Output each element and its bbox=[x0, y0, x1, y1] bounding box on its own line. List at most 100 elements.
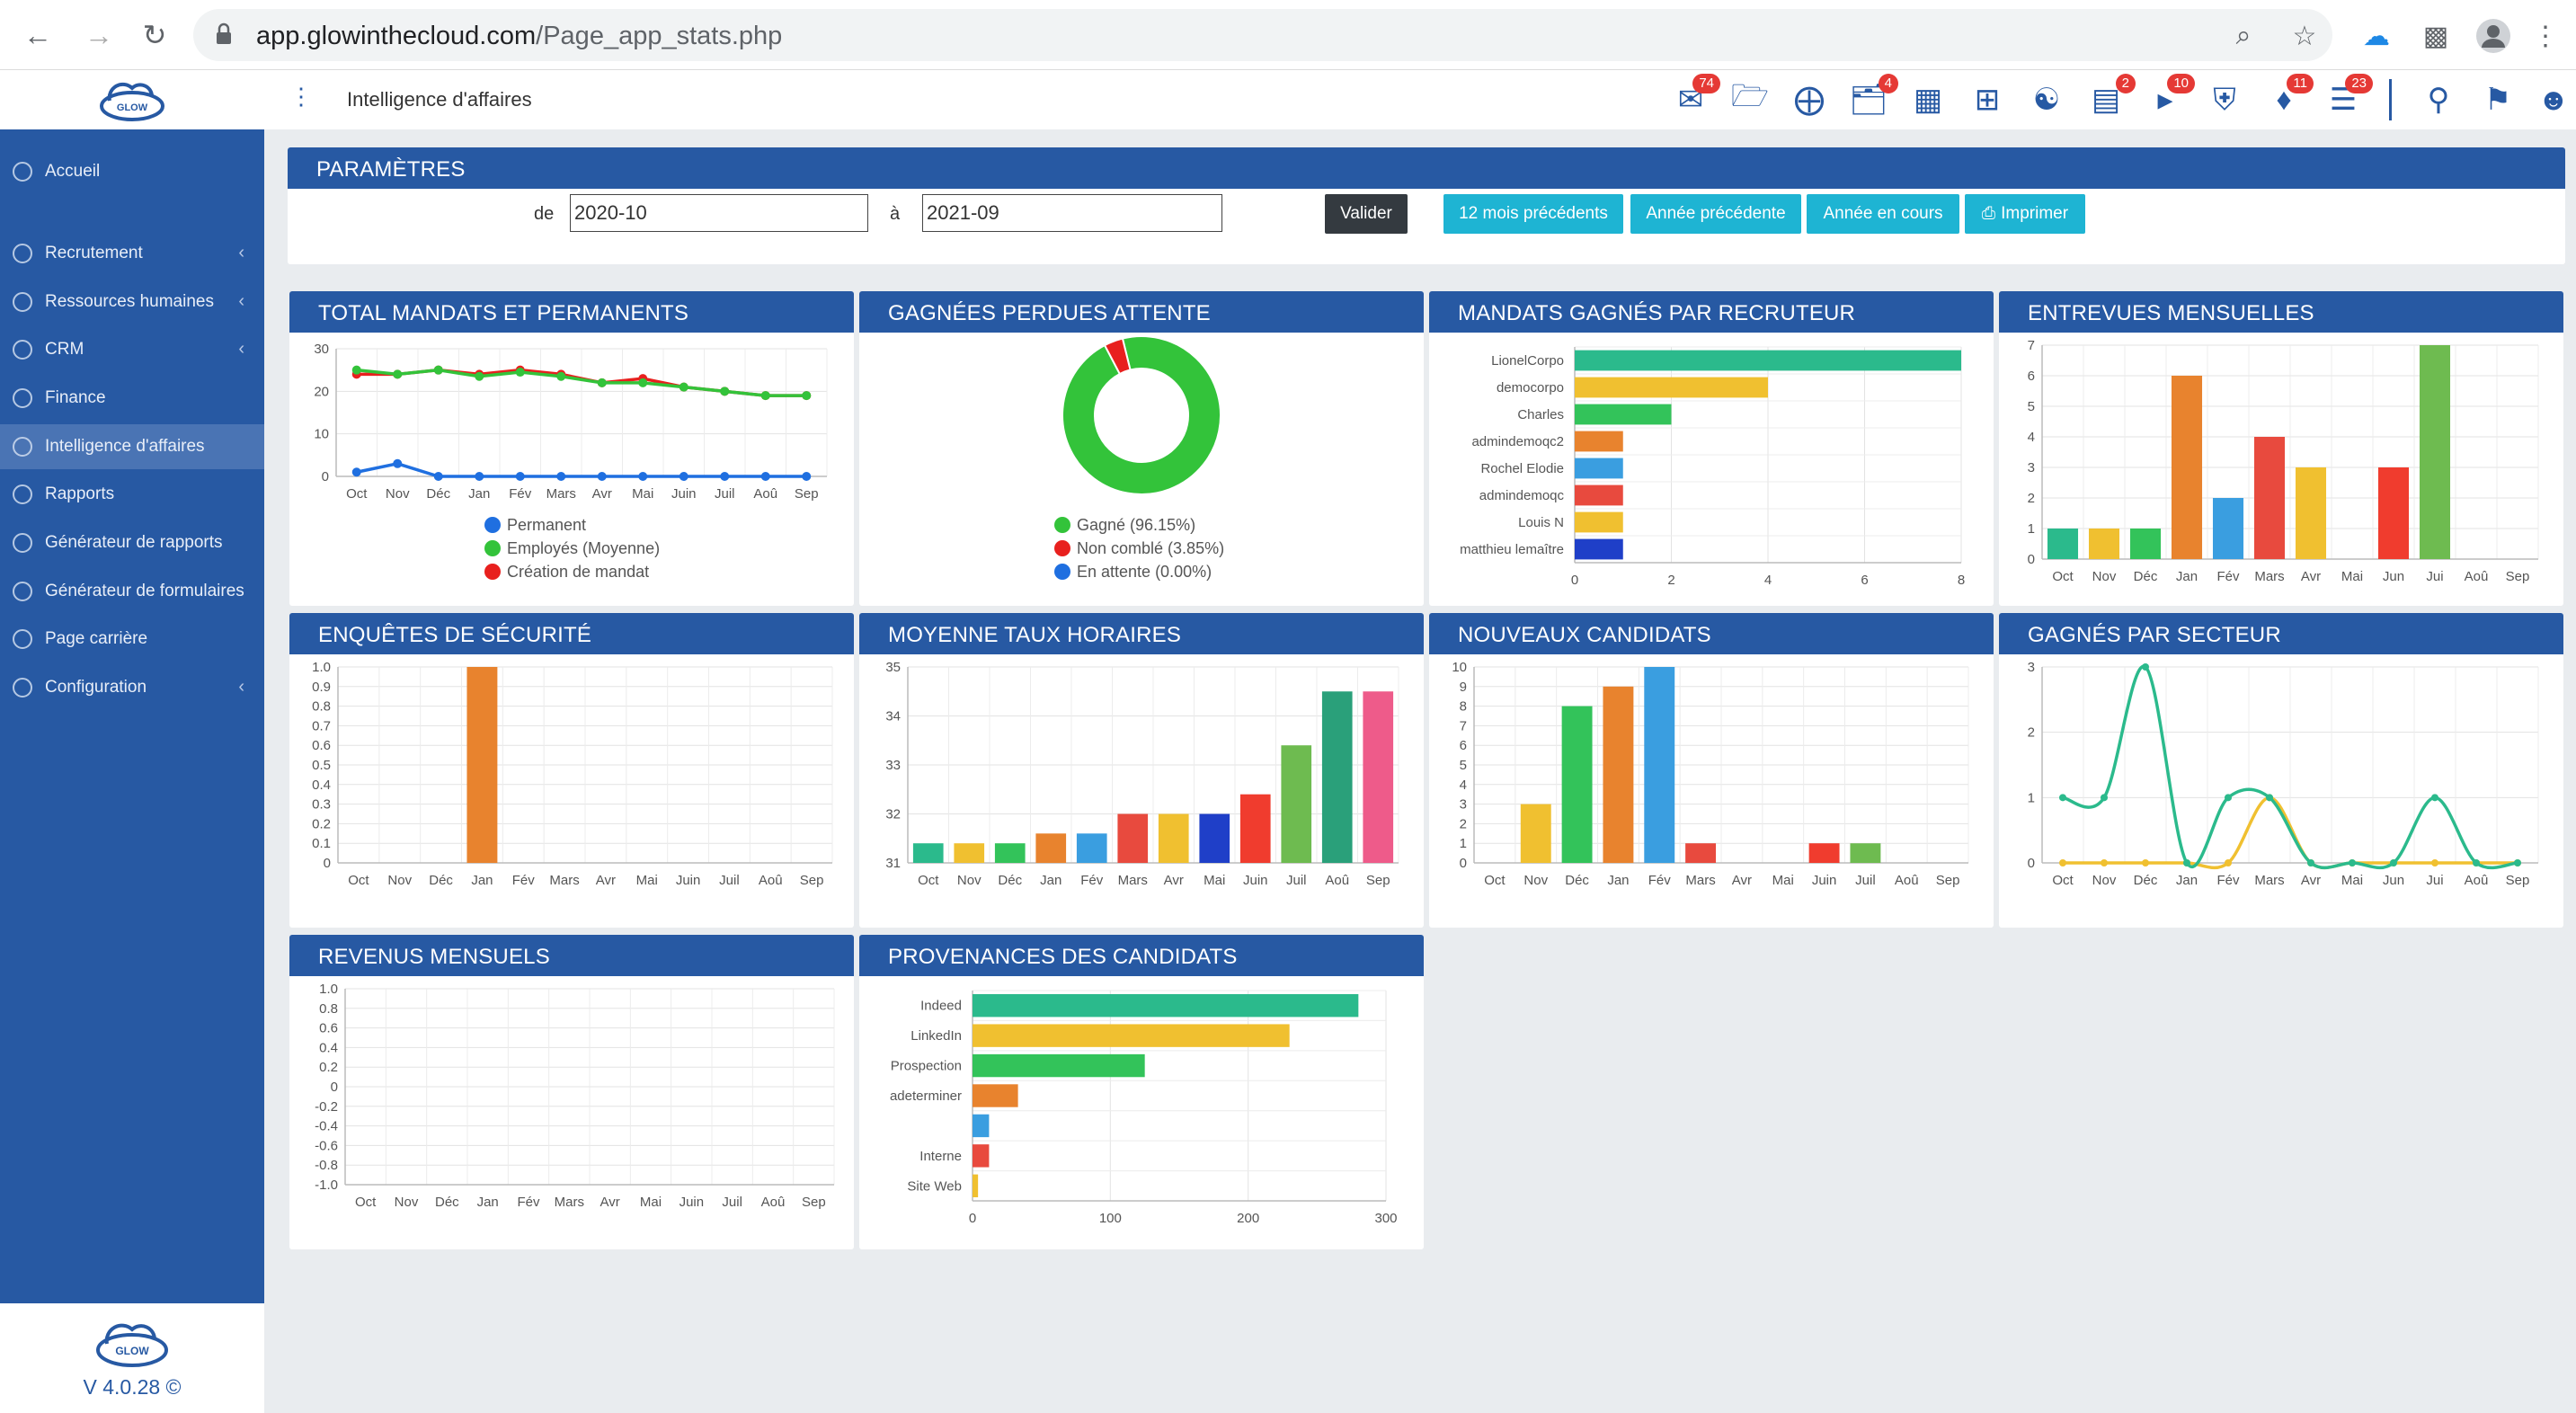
sidebar-item[interactable]: Page carrière bbox=[0, 617, 264, 662]
bar bbox=[466, 667, 498, 863]
data-point bbox=[802, 472, 812, 481]
mail-icon[interactable]: ✉ 74 bbox=[1668, 74, 1720, 120]
tasks-badge: 23 bbox=[2345, 74, 2373, 93]
menu-toggle-icon[interactable]: ⋮ bbox=[289, 83, 313, 110]
to-date-input[interactable] bbox=[922, 194, 1222, 232]
avatar-icon[interactable] bbox=[2475, 18, 2511, 54]
bell-badge: 11 bbox=[2287, 74, 2314, 93]
x-tick-label: 0 bbox=[969, 1211, 976, 1226]
x-tick-label: Avr bbox=[1732, 873, 1752, 888]
bar bbox=[994, 843, 1026, 863]
sidebar-item[interactable]: Accueil bbox=[0, 149, 264, 194]
sidebar-item-label: CRM bbox=[45, 340, 84, 359]
puzzle-icon[interactable]: ▩ bbox=[2422, 21, 2449, 51]
y-tick-label: admindemoqc2 bbox=[1471, 434, 1564, 449]
legend-swatch bbox=[1054, 517, 1070, 533]
x-tick-label: Mars bbox=[546, 486, 576, 502]
sidebar-item[interactable]: Ressources humaines ‹ bbox=[0, 280, 264, 324]
sidebar-footer: GLOW bbox=[0, 1303, 264, 1413]
logo-area[interactable]: GLOW bbox=[0, 70, 264, 129]
y-tick-label: 0.4 bbox=[312, 778, 331, 793]
y-tick-label: Charles bbox=[1517, 407, 1564, 422]
x-tick-label: Mars bbox=[2254, 569, 2284, 584]
megaphone-icon[interactable]: ▸ 10 bbox=[2143, 74, 2195, 120]
chrome-menu-icon[interactable]: ⋮ bbox=[2532, 21, 2559, 51]
x-tick-label: Jan bbox=[477, 1195, 499, 1210]
back-icon[interactable]: ← bbox=[23, 18, 52, 51]
x-tick-label: Aoû bbox=[2465, 569, 2489, 584]
tasks-icon[interactable]: ☰ 23 bbox=[2321, 74, 2373, 120]
x-tick-label: Jun bbox=[2383, 569, 2404, 584]
data-point bbox=[433, 365, 443, 375]
sidebar-item[interactable]: Finance bbox=[0, 376, 264, 421]
url-text: app.glowinthecloud.com/Page_app_stats.ph… bbox=[256, 22, 782, 51]
folder-add-icon[interactable]: ⨁ bbox=[1794, 83, 1825, 117]
sidebar-item[interactable]: Recrutement ‹ bbox=[0, 231, 264, 276]
bar bbox=[1685, 843, 1717, 863]
toolbar-divider bbox=[2389, 79, 2392, 120]
flag-icon[interactable]: ⚑ bbox=[2483, 83, 2512, 117]
bar bbox=[1117, 813, 1149, 863]
bar bbox=[1035, 833, 1067, 863]
x-tick-label: Sep bbox=[1366, 873, 1390, 888]
validate-button[interactable]: Valider bbox=[1325, 194, 1408, 234]
zoom-icon[interactable]: ⌕ bbox=[2235, 21, 2252, 50]
calendar-icon[interactable]: ▦ bbox=[1913, 83, 1943, 117]
x-tick-label: Sep bbox=[2506, 873, 2530, 888]
data-point bbox=[2225, 859, 2232, 866]
sidebar-item[interactable]: CRM ‹ bbox=[0, 327, 264, 372]
legend-label: Employés (Moyenne) bbox=[507, 539, 660, 557]
panel-title: REVENUS MENSUELS bbox=[289, 935, 854, 976]
sidebar-item[interactable]: Rapports bbox=[0, 472, 264, 517]
shield-icon[interactable]: ⛨ bbox=[2213, 82, 2236, 117]
data-point bbox=[475, 472, 484, 481]
x-tick-label: Jan bbox=[1040, 873, 1061, 888]
forward-icon[interactable]: → bbox=[84, 18, 113, 51]
last-12-months-button[interactable]: 12 mois précédents bbox=[1443, 194, 1623, 234]
y-tick-label: 2 bbox=[2028, 491, 2035, 506]
y-tick-label: matthieu lemaître bbox=[1460, 542, 1564, 557]
address-bar[interactable]: app.glowinthecloud.com/Page_app_stats.ph… bbox=[193, 9, 2332, 61]
y-tick-label: Rochel Elodie bbox=[1480, 461, 1564, 476]
sidebar-item[interactable]: Générateur de rapports bbox=[0, 520, 264, 565]
archive-icon[interactable]: ▤ 2 bbox=[2083, 74, 2136, 120]
pie-slice bbox=[1103, 337, 1132, 376]
print-button[interactable]: ⎙ Imprimer bbox=[1965, 194, 2085, 234]
x-tick-label: Mai bbox=[2341, 569, 2363, 584]
bar bbox=[1520, 804, 1551, 863]
from-date-input[interactable] bbox=[570, 194, 868, 232]
cloud-extension-icon[interactable]: ☁ bbox=[2363, 21, 2390, 51]
y-tick-label: 0 bbox=[2028, 856, 2035, 871]
x-tick-label: Avr bbox=[2301, 873, 2321, 888]
users-icon[interactable]: ☯ bbox=[2032, 83, 2061, 117]
y-tick-label: 0.1 bbox=[312, 836, 331, 851]
x-tick-label: 300 bbox=[1374, 1211, 1397, 1226]
data-point bbox=[393, 458, 403, 468]
legend-swatch bbox=[484, 564, 501, 580]
sidebar-item[interactable]: Intelligence d'affaires bbox=[0, 424, 264, 469]
sidebar-item[interactable]: Générateur de formulaires bbox=[0, 569, 264, 614]
x-tick-label: Nov bbox=[395, 1195, 419, 1210]
data-point bbox=[2142, 859, 2149, 866]
star-icon[interactable]: ☆ bbox=[2292, 21, 2317, 51]
data-point bbox=[556, 472, 566, 481]
to-label: à bbox=[890, 204, 901, 224]
sidebar-item[interactable]: Configuration ‹ bbox=[0, 665, 264, 710]
panel-title: ENTREVUES MENSUELLES bbox=[1999, 291, 2563, 333]
x-tick-label: 2 bbox=[1667, 573, 1674, 588]
legend-swatch bbox=[484, 517, 501, 533]
search-icon[interactable]: ⚲ bbox=[2427, 83, 2450, 117]
folders-icon[interactable]: 🗁 bbox=[1730, 78, 1770, 113]
bell-icon[interactable]: ♦ 11 bbox=[2261, 74, 2314, 120]
x-tick-label: Fév bbox=[509, 486, 532, 502]
y-tick-label: 1 bbox=[2028, 521, 2035, 537]
sidebar-item-label: Rapports bbox=[45, 484, 115, 503]
folder-open-icon[interactable]: 🗂 4 bbox=[1846, 74, 1898, 120]
data-point bbox=[638, 378, 648, 387]
reload-icon[interactable]: ↻ bbox=[142, 19, 167, 51]
current-year-button[interactable]: Année en cours bbox=[1807, 194, 1959, 234]
calendar-add-icon[interactable]: ⊞ bbox=[1974, 83, 2001, 117]
bar bbox=[1199, 813, 1230, 863]
user-profile-icon[interactable]: ☻ bbox=[2537, 82, 2570, 117]
previous-year-button[interactable]: Année précédente bbox=[1630, 194, 1801, 234]
